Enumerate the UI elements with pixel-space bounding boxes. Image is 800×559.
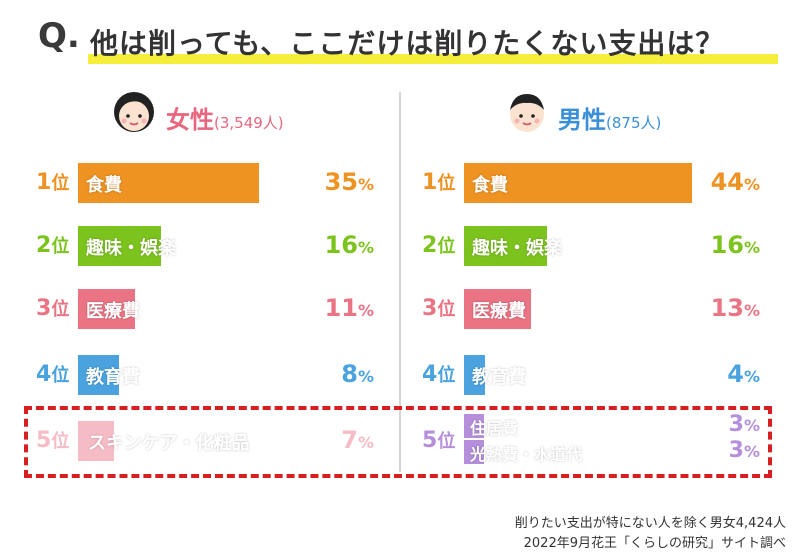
pct-label: 16% xyxy=(710,231,760,259)
female-count: (3,549人) xyxy=(214,114,284,132)
pct-label: 3% xyxy=(728,438,760,463)
pct-label: 3% xyxy=(728,412,760,437)
bar xyxy=(78,226,161,266)
bar-label: 教育費 xyxy=(86,367,140,388)
bar xyxy=(464,226,547,266)
rank-label: 2位 xyxy=(422,233,456,258)
bar xyxy=(464,355,485,395)
male-header: 男性(875人) xyxy=(558,100,661,135)
female-header: 女性(3,549人) xyxy=(166,100,284,135)
bar xyxy=(78,163,260,203)
pct-label: 16% xyxy=(324,231,374,259)
footnote-sample: 削りたい支出が特にない人を除く男女4,424人 xyxy=(514,516,786,531)
bar xyxy=(464,163,692,203)
rank-label: 5位 xyxy=(422,428,456,453)
bar-label: 医療費 xyxy=(472,301,526,322)
title-q: Q. xyxy=(38,16,80,56)
bar-label: 光熱費・水道代 xyxy=(470,445,583,464)
bar xyxy=(78,355,120,395)
bar-label: 食費 xyxy=(86,175,122,196)
rank-label: 4位 xyxy=(422,362,456,387)
pct-label: 35% xyxy=(324,168,374,196)
female-label: 女性 xyxy=(166,106,214,134)
pct-label: 4% xyxy=(727,360,760,388)
pct-label: 44% xyxy=(710,168,760,196)
pct-label: 8% xyxy=(341,360,374,388)
male-count: (875人) xyxy=(606,114,662,132)
bar xyxy=(464,440,484,464)
column-divider xyxy=(399,92,401,472)
male-face-icon xyxy=(510,94,544,132)
bar-label: 趣味・娯楽 xyxy=(86,238,176,259)
rank-label: 5位 xyxy=(36,428,70,453)
bar xyxy=(464,289,532,329)
bar-label: 食費 xyxy=(472,175,508,196)
pct-label: 11% xyxy=(324,294,374,322)
rank5-highlight-box xyxy=(24,406,772,478)
bar xyxy=(464,414,484,438)
rank-label: 3位 xyxy=(422,296,456,321)
bar-label: スキンケア・化粧品 xyxy=(88,433,250,454)
bar-label: 住居費 xyxy=(470,419,519,438)
bar-label: 教育費 xyxy=(472,367,526,388)
rank-label: 2位 xyxy=(36,233,70,258)
footnote-source: 2022年9月花王「くらしの研究」サイト調べ xyxy=(523,536,786,551)
bar xyxy=(78,421,115,461)
pct-label: 13% xyxy=(710,294,760,322)
pct-label: 7% xyxy=(341,426,374,454)
bar-label: 医療費 xyxy=(86,301,140,322)
rank-label: 3位 xyxy=(36,296,70,321)
female-face-icon xyxy=(114,92,154,132)
rank-label: 4位 xyxy=(36,362,70,387)
male-label: 男性 xyxy=(558,106,606,134)
rank-label: 1位 xyxy=(36,170,70,195)
title-highlight xyxy=(88,54,778,64)
bar xyxy=(78,289,135,329)
page-title: 他は削っても、ここだけは削りたくない支出は？ xyxy=(90,27,725,60)
title: Q. 他は削っても、ここだけは削りたくない支出は？ xyxy=(38,14,778,70)
rank-label: 1位 xyxy=(422,170,456,195)
bar-label: 趣味・娯楽 xyxy=(472,238,562,259)
